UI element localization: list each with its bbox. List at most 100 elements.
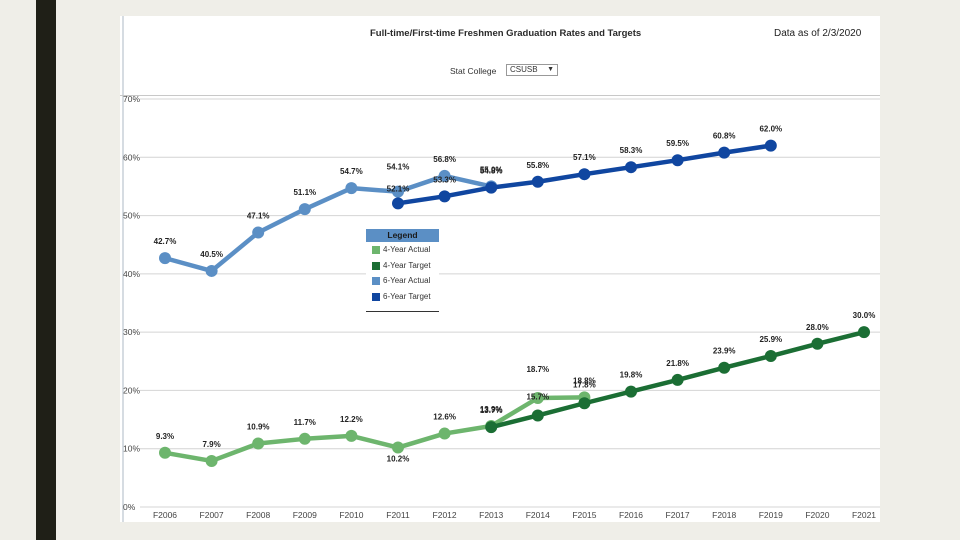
- x-tick-label: F2015: [572, 510, 596, 520]
- x-tick-label: F2008: [246, 510, 270, 520]
- college-select-value: CSUSB: [510, 65, 538, 74]
- y-tick-label: 30%: [123, 327, 140, 337]
- y-tick-label: 40%: [123, 269, 140, 279]
- data-point: [438, 427, 451, 440]
- legend-item-4yr-target: 4-Year Target: [366, 258, 439, 274]
- data-label: 12.6%: [433, 413, 456, 422]
- data-point: [159, 446, 171, 459]
- x-tick-label: F2013: [479, 510, 503, 520]
- data-point: [671, 373, 684, 386]
- data-point: [578, 397, 591, 410]
- legend-swatch: [372, 277, 380, 285]
- legend-item-label: 6-Year Actual: [383, 276, 431, 285]
- data-label: 55.0%: [480, 165, 503, 174]
- data-label: 58.3%: [620, 146, 643, 155]
- data-point: [764, 139, 777, 152]
- data-label: 19.8%: [620, 371, 643, 380]
- data-point: [485, 421, 498, 434]
- slide-accent-bar: [36, 0, 56, 540]
- data-point: [438, 169, 451, 182]
- frame-left-rule: [122, 16, 124, 522]
- data-label: 30.0%: [853, 311, 876, 320]
- x-tick-label: F2014: [526, 510, 550, 520]
- data-label: 17.8%: [573, 380, 596, 389]
- data-label: 10.2%: [387, 455, 410, 464]
- data-label: 54.8%: [480, 167, 503, 176]
- data-point: [205, 264, 218, 277]
- x-tick-label: F2012: [433, 510, 457, 520]
- dashboard-frame: [120, 16, 880, 522]
- x-tick-label: F2019: [759, 510, 783, 520]
- legend-item-6yr-actual: 6-Year Actual: [366, 273, 439, 289]
- x-tick-label: F2018: [712, 510, 736, 520]
- x-tick-label: F2009: [293, 510, 317, 520]
- data-label: 28.0%: [806, 323, 829, 332]
- data-point: [531, 392, 544, 405]
- x-tick-label: F2006: [153, 510, 177, 520]
- college-filter-label: Stat College: [450, 66, 497, 76]
- legend-item-label: 4-Year Target: [383, 260, 431, 270]
- data-label: 7.9%: [202, 440, 220, 449]
- data-point: [298, 203, 311, 216]
- data-label: 18.8%: [573, 376, 596, 385]
- legend-item-label: 4-Year Actual: [383, 245, 431, 254]
- data-label: 25.9%: [759, 335, 782, 344]
- data-point: [578, 168, 591, 181]
- data-label: 51.1%: [293, 188, 316, 197]
- data-label: 13.9%: [480, 405, 503, 414]
- data-point: [252, 226, 265, 239]
- data-point: [485, 181, 498, 194]
- data-point: [811, 337, 824, 350]
- x-tick-label: F2010: [339, 510, 363, 520]
- data-label: 10.9%: [247, 422, 270, 431]
- data-label: 55.8%: [526, 161, 549, 170]
- data-point: [764, 350, 777, 363]
- data-point: [205, 454, 218, 467]
- data-point: [252, 437, 265, 450]
- data-point: [392, 197, 404, 210]
- chevron-down-icon[interactable]: ▼: [547, 66, 554, 73]
- data-label: 59.5%: [666, 139, 689, 148]
- data-label: 52.1%: [387, 184, 410, 193]
- data-label: 11.7%: [294, 418, 316, 427]
- x-tick-label: F2017: [666, 510, 690, 520]
- legend-swatch: [372, 246, 380, 254]
- data-label: 40.5%: [200, 250, 223, 259]
- x-tick-label: F2011: [386, 510, 410, 520]
- y-tick-label: 10%: [123, 444, 140, 454]
- data-point: [671, 154, 684, 167]
- data-point: [858, 326, 870, 339]
- chart-legend: Legend 4-Year Actual 4-Year Target 6-Yea…: [366, 229, 439, 312]
- data-point: [531, 409, 544, 422]
- college-select[interactable]: CSUSB ▼: [506, 64, 558, 76]
- series-line-4-year-actual: [162, 395, 587, 464]
- data-point: [392, 185, 404, 198]
- data-label: 54.1%: [387, 163, 410, 172]
- data-label: 53.3%: [433, 175, 456, 184]
- data-point: [718, 146, 731, 159]
- data-as-of-label: Data as of 2/3/2020: [774, 28, 862, 39]
- data-label: 62.0%: [759, 125, 782, 134]
- data-label: 9.3%: [156, 432, 174, 441]
- data-label: 21.8%: [666, 359, 689, 368]
- y-tick-label: 60%: [123, 152, 140, 162]
- data-point: [531, 175, 544, 188]
- x-tick-label: F2020: [805, 510, 829, 520]
- data-point: [345, 182, 358, 195]
- legend-swatch: [372, 261, 380, 270]
- legend-item-6yr-target: 6-Year Target: [366, 289, 439, 305]
- data-label: 56.8%: [433, 155, 456, 164]
- data-label: 15.7%: [526, 392, 549, 401]
- legend-swatch: [372, 292, 380, 301]
- data-point: [392, 441, 404, 454]
- data-label: 13.7%: [480, 406, 503, 415]
- data-label: 23.9%: [713, 347, 736, 356]
- y-tick-label: 0%: [123, 502, 136, 512]
- chart-title: Full-time/First-time Freshmen Graduation…: [370, 28, 642, 39]
- legend-title: Legend: [366, 229, 439, 242]
- data-label: 60.8%: [713, 132, 736, 141]
- x-tick-label: F2007: [200, 510, 224, 520]
- data-point: [298, 432, 311, 445]
- data-label: 57.1%: [573, 153, 596, 162]
